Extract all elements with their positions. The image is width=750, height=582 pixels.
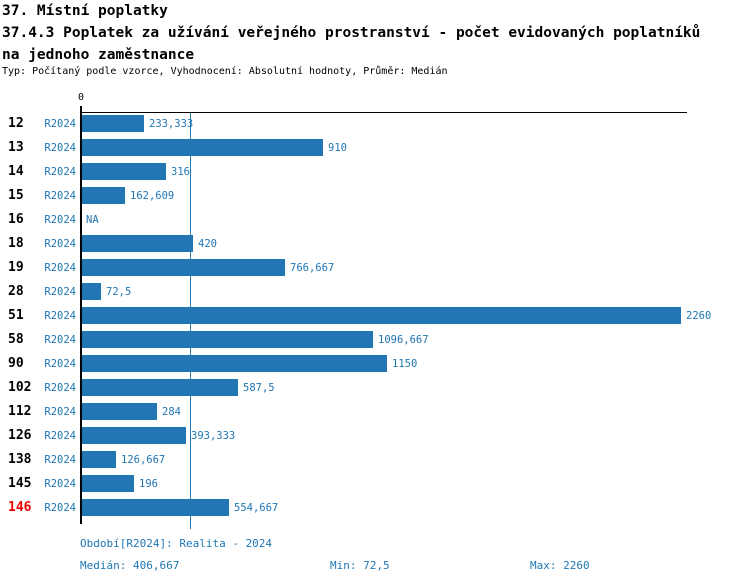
footer-max-label: Max: 2260 [530,559,590,572]
chart-row: 15 R2024 162,609 [0,184,750,208]
row-id-label: 28 [8,284,24,299]
footer-min-label: Min: 72,5 [330,559,390,572]
value-bar [82,307,681,324]
row-id-label: 12 [8,116,24,131]
chart-row: 19 R2024 766,667 [0,256,750,280]
chart-row: 14 R2024 316 [0,160,750,184]
value-bar [82,163,166,180]
row-period-label: R2024 [44,406,76,418]
value-label: 162,609 [130,190,175,202]
value-bar [82,139,323,156]
row-period-label: R2024 [44,118,76,130]
chart-row: 13 R2024 910 [0,136,750,160]
chart-row: 90 R2024 1150 [0,352,750,376]
value-label: 196 [139,478,158,490]
value-label: 554,667 [234,502,279,514]
chart-row: 51 R2024 2260 [0,304,750,328]
value-label: NA [86,214,99,226]
value-label: 910 [328,142,347,154]
footer-median-label: Medián: 406,667 [80,559,180,572]
row-id-label: 14 [8,164,24,179]
row-period-label: R2024 [44,454,76,466]
value-label: 233,333 [149,118,194,130]
footer-period-label: Období[R2024]: Realita - 2024 [80,537,273,550]
value-bar [82,283,101,300]
row-id-label: 16 [8,212,24,227]
value-label: 1150 [392,358,418,370]
chart-row: 16 R2024 NA [0,208,750,232]
row-period-label: R2024 [44,142,76,154]
value-bar [82,259,285,276]
row-id-label: 90 [8,356,24,371]
row-id-label: 145 [8,476,32,491]
chart-row: 112 R2024 284 [0,400,750,424]
row-period-label: R2024 [44,334,76,346]
value-label: 1096,667 [378,334,429,346]
value-bar [82,235,193,252]
y-axis-line [80,106,82,524]
value-bar [82,379,238,396]
row-id-label: 19 [8,260,24,275]
row-period-label: R2024 [44,262,76,274]
row-period-label: R2024 [44,382,76,394]
row-id-label: 102 [8,380,32,395]
chart-row: 138 R2024 126,667 [0,448,750,472]
x-axis-line [80,112,687,113]
row-id-label: 126 [8,428,32,443]
row-id-label: 18 [8,236,24,251]
x-axis-zero-tick-label: 0 [77,92,85,103]
value-label: 126,667 [121,454,166,466]
row-id-label: 51 [8,308,24,323]
value-label: 420 [198,238,217,250]
value-label: 587,5 [243,382,275,394]
value-label: 284 [162,406,181,418]
value-bar [82,427,186,444]
page-subtitle-line2: na jednoho zaměstnance [2,47,195,63]
value-bar [82,115,144,132]
chart-row: 126 R2024 393,333 [0,424,750,448]
row-id-label: 15 [8,188,24,203]
row-id-label: 58 [8,332,24,347]
chart-row: 145 R2024 196 [0,472,750,496]
value-bar [82,499,229,516]
value-label: 2260 [686,310,712,322]
value-bar [82,403,157,420]
value-label: 766,667 [290,262,335,274]
row-id-label: 13 [8,140,24,155]
row-period-label: R2024 [44,310,76,322]
page-title: 37. Místní poplatky [2,3,168,19]
row-id-label: 138 [8,452,32,467]
row-period-label: R2024 [44,502,76,514]
row-period-label: R2024 [44,238,76,250]
row-period-label: R2024 [44,478,76,490]
chart-meta-line: Typ: Počítaný podle vzorce, Vyhodnocení:… [2,66,448,77]
chart-row: 12 R2024 233,333 [0,112,750,136]
value-label: 393,333 [191,430,236,442]
row-period-label: R2024 [44,214,76,226]
page-subtitle-line1: 37.4.3 Poplatek za užívání veřejného pro… [2,25,701,41]
row-period-label: R2024 [44,190,76,202]
chart-row: 58 R2024 1096,667 [0,328,750,352]
row-period-label: R2024 [44,358,76,370]
value-label: 316 [171,166,190,178]
value-label: 72,5 [106,286,132,298]
row-period-label: R2024 [44,286,76,298]
chart-row: 102 R2024 587,5 [0,376,750,400]
value-bar [82,187,125,204]
chart-row: 28 R2024 72,5 [0,280,750,304]
value-bar [82,355,387,372]
row-period-label: R2024 [44,166,76,178]
value-bar [82,475,134,492]
chart-row: 146 R2024 554,667 [0,496,750,520]
value-bar [82,331,373,348]
row-id-label: 112 [8,404,32,419]
value-bar [82,451,116,468]
chart-row: 18 R2024 420 [0,232,750,256]
row-id-label: 146 [8,500,32,515]
row-period-label: R2024 [44,430,76,442]
